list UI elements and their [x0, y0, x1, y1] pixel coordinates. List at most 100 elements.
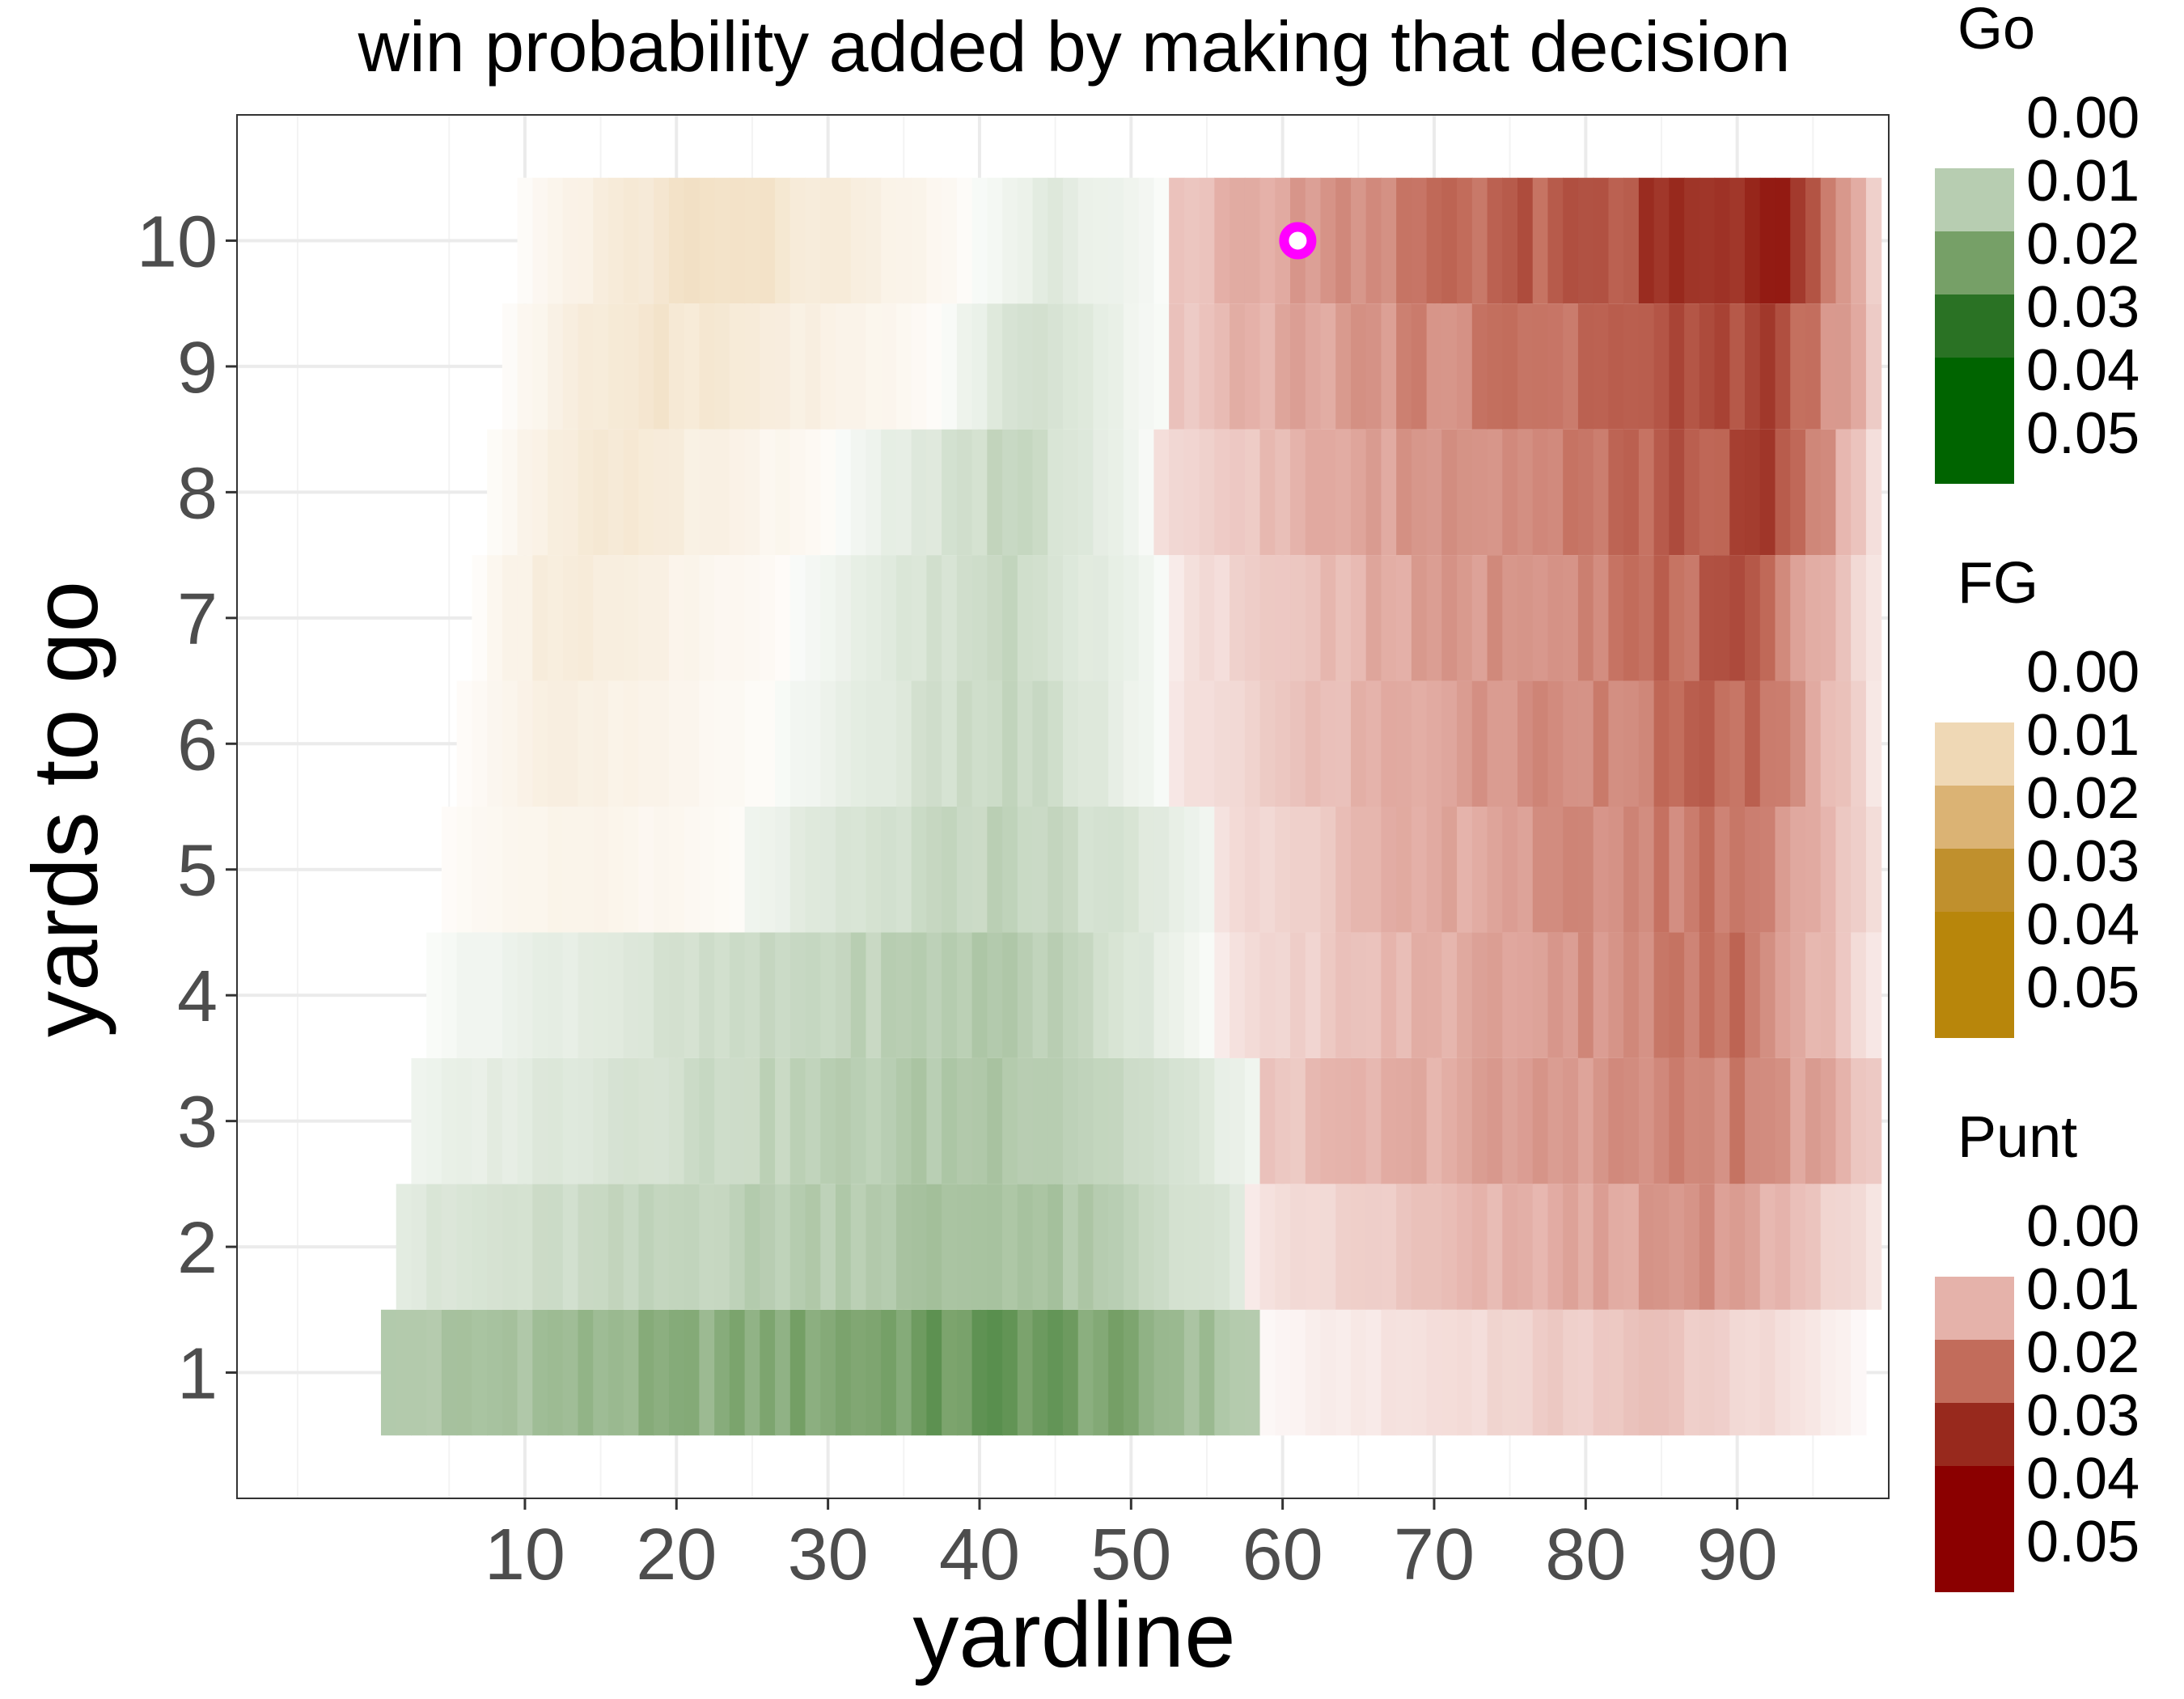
tile-punt-3-73	[1471, 1057, 1488, 1184]
tile-punt-5-64	[1335, 807, 1352, 933]
tile-go-7-44	[1032, 555, 1048, 681]
legend-swatch	[1935, 358, 2014, 421]
tile-go-10-41	[987, 177, 1003, 304]
tile-go-2-33	[866, 1184, 882, 1310]
tile-punt-1-93	[1775, 1309, 1791, 1436]
tile-go-3-36	[911, 1057, 927, 1184]
tile-go-1-16	[607, 1309, 624, 1436]
tile-go-1-55	[1199, 1309, 1215, 1436]
tile-punt-3-93	[1775, 1057, 1791, 1184]
tile-go-2-44	[1032, 1184, 1048, 1310]
tile-punt-7-65	[1350, 555, 1367, 681]
tile-punt-3-87	[1684, 1057, 1700, 1184]
tile-punt-4-63	[1320, 932, 1336, 1058]
tile-punt-2-79	[1563, 1184, 1579, 1310]
tile-fg-5-20	[668, 807, 685, 933]
tile-punt-9-70	[1426, 303, 1442, 430]
tile-fg-10-10	[517, 177, 533, 304]
tile-go-3-30	[820, 1057, 836, 1184]
tile-punt-8-76	[1517, 429, 1534, 556]
tile-go-3-57	[1230, 1057, 1246, 1184]
tile-punt-5-95	[1805, 807, 1822, 933]
tile-go-2-5	[441, 1184, 458, 1310]
tile-go-6-41	[987, 680, 1003, 807]
tile-punt-10-91	[1745, 177, 1761, 304]
plot-panel-border	[236, 114, 1890, 1499]
tile-go-4-14	[578, 932, 594, 1058]
legend-label: 0.01	[2026, 149, 2140, 214]
tile-go-1-37	[926, 1309, 942, 1436]
tile-go-8-51	[1138, 429, 1155, 556]
tile-punt-6-74	[1487, 680, 1503, 807]
tile-punt-4-94	[1790, 932, 1806, 1058]
tile-go-2-25	[744, 1184, 760, 1310]
tile-punt-6-55	[1199, 680, 1215, 807]
tile-go-4-17	[623, 932, 640, 1058]
tile-punt-9-81	[1593, 303, 1610, 430]
tile-go-5-35	[895, 807, 912, 933]
tile-punt-2-84	[1638, 1184, 1655, 1310]
tile-go-3-4	[426, 1057, 442, 1184]
tile-punt-1-82	[1608, 1309, 1624, 1436]
tile-go-1-23	[714, 1309, 730, 1436]
tile-fg-5-17	[623, 807, 640, 933]
tile-punt-4-99	[1865, 932, 1882, 1058]
tile-punt-2-93	[1775, 1184, 1791, 1310]
tile-punt-9-82	[1608, 303, 1624, 430]
tile-punt-5-69	[1411, 807, 1428, 933]
tile-fg-6-15	[593, 680, 609, 807]
tile-punt-9-97	[1835, 303, 1852, 430]
tile-go-3-16	[607, 1057, 624, 1184]
tile-fg-8-29	[805, 429, 821, 556]
tile-fg-6-17	[623, 680, 640, 807]
tile-go-8-31	[835, 429, 852, 556]
tile-punt-7-66	[1365, 555, 1382, 681]
tile-punt-9-85	[1653, 303, 1670, 430]
tile-punt-9-63	[1320, 303, 1336, 430]
tile-punt-3-61	[1290, 1057, 1306, 1184]
tile-punt-7-78	[1547, 555, 1564, 681]
tile-punt-3-60	[1275, 1057, 1291, 1184]
tile-punt-10-84	[1638, 177, 1655, 304]
tile-go-2-17	[623, 1184, 640, 1310]
tile-go-2-27	[775, 1184, 791, 1310]
tile-punt-5-99	[1865, 807, 1882, 933]
tile-punt-7-81	[1593, 555, 1610, 681]
tile-fg-10-14	[578, 177, 594, 304]
tile-go-7-47	[1077, 555, 1094, 681]
tile-punt-1-92	[1759, 1309, 1776, 1436]
tile-punt-6-62	[1305, 680, 1322, 807]
tile-punt-8-83	[1623, 429, 1640, 556]
tile-go-2-55	[1199, 1184, 1215, 1310]
tile-fg-7-16	[607, 555, 624, 681]
tile-go-3-50	[1123, 1057, 1140, 1184]
tile-go-6-35	[895, 680, 912, 807]
tile-go-1-39	[956, 1309, 973, 1436]
legend-punt: Punt 0.000.010.020.030.040.05	[1935, 1105, 2140, 1592]
tile-go-4-34	[881, 932, 897, 1058]
tile-go-1-17	[623, 1309, 640, 1436]
tile-go-5-25	[744, 807, 760, 933]
tile-punt-1-67	[1381, 1309, 1397, 1436]
tile-punt-3-92	[1759, 1057, 1776, 1184]
tile-punt-10-58	[1244, 177, 1261, 304]
tile-punt-2-61	[1290, 1184, 1306, 1310]
tile-punt-8-98	[1851, 429, 1867, 556]
tile-go-8-47	[1077, 429, 1094, 556]
tile-go-2-19	[654, 1184, 670, 1310]
tile-punt-1-70	[1426, 1309, 1442, 1436]
tile-go-3-52	[1153, 1057, 1170, 1184]
tile-go-1-32	[850, 1309, 867, 1436]
tile-go-4-15	[593, 932, 609, 1058]
tile-punt-2-90	[1729, 1184, 1746, 1310]
tile-go-3-24	[729, 1057, 746, 1184]
legend-title: Go	[1958, 0, 2035, 61]
tile-punt-3-66	[1365, 1057, 1382, 1184]
legend-swatch	[1935, 975, 2014, 1038]
tile-punt-1-77	[1532, 1309, 1549, 1436]
legend-label: 0.04	[2026, 1447, 2140, 1511]
tile-go-6-42	[1002, 680, 1018, 807]
tile-go-4-18	[638, 932, 654, 1058]
tile-punt-7-96	[1820, 555, 1837, 681]
tile-punt-7-72	[1457, 555, 1473, 681]
